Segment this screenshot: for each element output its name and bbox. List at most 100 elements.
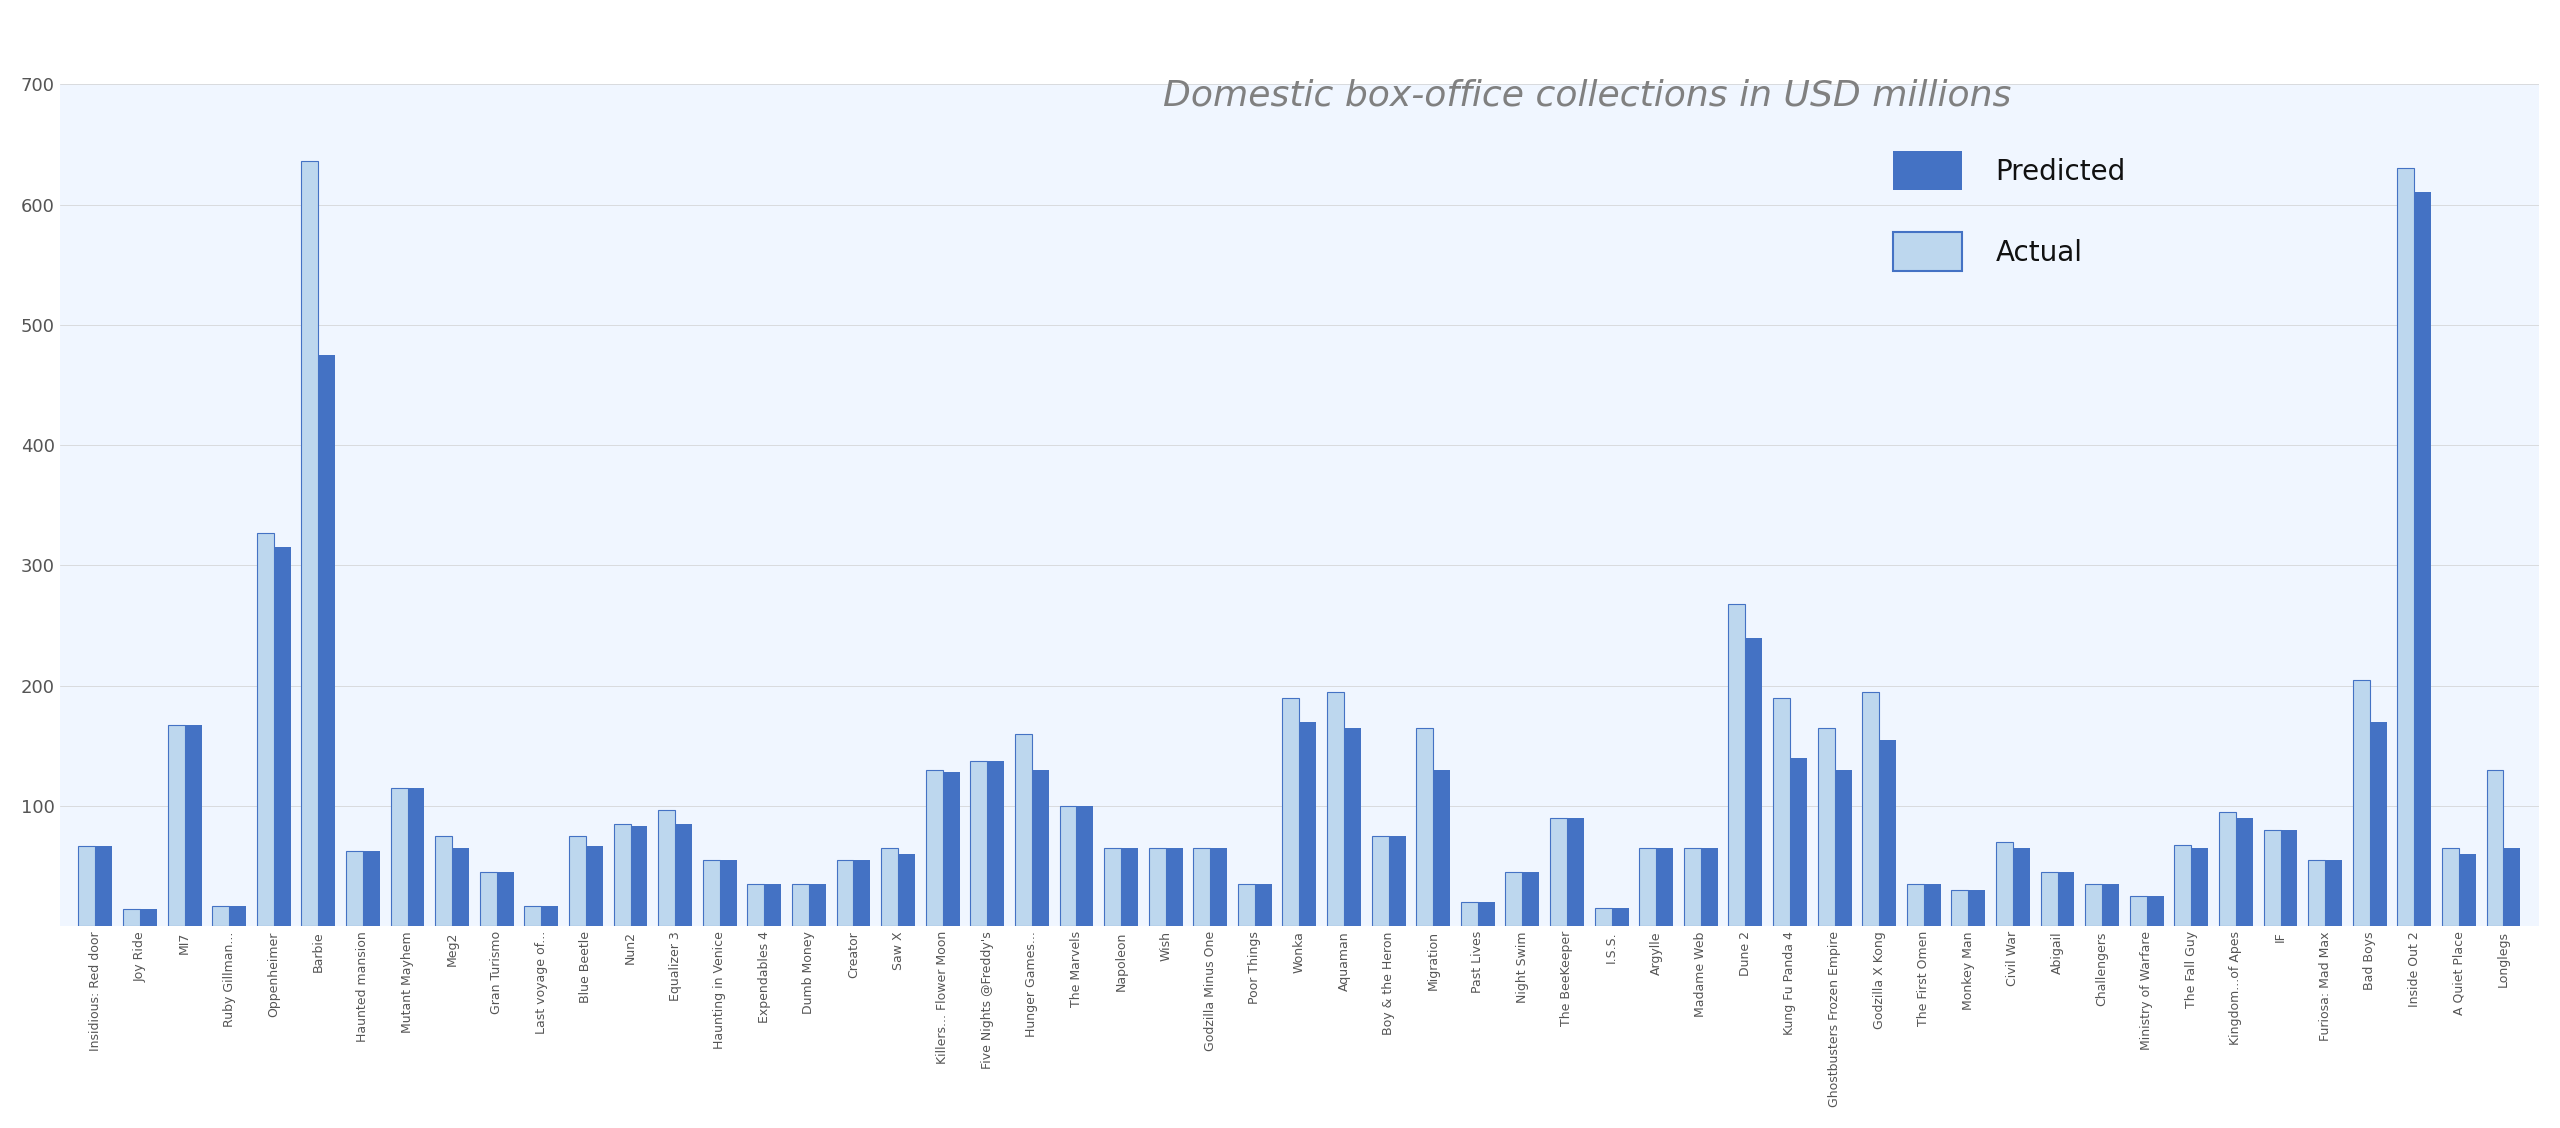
Bar <box>1283 698 1300 926</box>
Bar <box>1595 908 1613 926</box>
Bar <box>1239 884 1254 926</box>
Bar <box>2309 861 2324 926</box>
Bar <box>2414 193 2432 926</box>
Bar <box>942 773 960 926</box>
Bar <box>2235 818 2253 926</box>
Bar <box>1923 884 1940 926</box>
Bar <box>658 810 676 926</box>
Bar <box>1879 740 1897 926</box>
Bar <box>2220 812 2235 926</box>
Bar <box>2263 830 2281 926</box>
Bar <box>1997 843 2012 926</box>
Bar <box>1060 807 1075 926</box>
Bar <box>1477 902 1495 926</box>
Bar <box>1103 848 1121 926</box>
Bar <box>1326 691 1344 926</box>
Bar <box>123 909 141 926</box>
Bar <box>302 161 317 926</box>
Bar <box>630 827 648 926</box>
Bar <box>274 547 292 926</box>
Bar <box>525 906 540 926</box>
Bar <box>392 788 407 926</box>
Bar <box>79 846 95 926</box>
Bar <box>988 761 1004 926</box>
Bar <box>1075 807 1093 926</box>
Bar <box>1789 758 1807 926</box>
Bar <box>1728 603 1746 926</box>
Bar <box>230 906 246 926</box>
Bar <box>1656 848 1674 926</box>
Bar <box>852 861 870 926</box>
Bar <box>479 872 497 926</box>
Bar <box>1032 770 1050 926</box>
Bar <box>346 851 364 926</box>
Bar <box>184 725 202 926</box>
Bar <box>719 861 737 926</box>
Bar <box>1549 818 1567 926</box>
Bar <box>1700 848 1718 926</box>
Bar <box>809 884 827 926</box>
Bar <box>837 861 852 926</box>
Bar <box>2040 872 2058 926</box>
Bar <box>2442 848 2460 926</box>
Bar <box>317 355 335 926</box>
Bar <box>1388 836 1405 926</box>
Bar <box>899 854 914 926</box>
Bar <box>1818 728 1836 926</box>
Bar <box>1836 770 1851 926</box>
Bar <box>2353 680 2371 926</box>
Bar <box>1149 848 1165 926</box>
Bar <box>435 836 453 926</box>
Bar <box>2086 884 2102 926</box>
Bar <box>2148 897 2163 926</box>
Bar <box>1121 848 1139 926</box>
Bar <box>1254 884 1272 926</box>
Bar <box>1193 848 1211 926</box>
Bar <box>1211 848 1226 926</box>
Bar <box>1462 902 1477 926</box>
Bar <box>1774 698 1789 926</box>
Bar <box>256 532 274 926</box>
Bar <box>2012 848 2030 926</box>
Bar <box>141 909 156 926</box>
Bar <box>2191 848 2209 926</box>
Bar <box>881 848 899 926</box>
Bar <box>1372 836 1388 926</box>
Bar <box>2102 884 2120 926</box>
Bar <box>95 846 113 926</box>
Bar <box>765 884 781 926</box>
Bar <box>2460 854 2476 926</box>
Bar <box>614 825 630 926</box>
Bar <box>1746 637 1761 926</box>
Bar <box>791 884 809 926</box>
Bar <box>453 848 468 926</box>
Bar <box>748 884 765 926</box>
Bar <box>2486 770 2504 926</box>
Bar <box>2504 848 2522 926</box>
Bar <box>1951 890 1969 926</box>
Bar <box>166 725 184 926</box>
Bar <box>497 872 515 926</box>
Bar <box>1300 722 1316 926</box>
Bar <box>2371 722 2386 926</box>
Bar <box>2281 830 2296 926</box>
Bar <box>704 861 719 926</box>
Bar <box>1165 848 1183 926</box>
Text: Domestic box-office collections in USD millions: Domestic box-office collections in USD m… <box>1162 79 2012 113</box>
Bar <box>927 770 942 926</box>
Bar <box>2058 872 2074 926</box>
Bar <box>1684 848 1700 926</box>
Bar <box>1638 848 1656 926</box>
Bar <box>1505 872 1523 926</box>
Bar <box>1523 872 1539 926</box>
Legend: Predicted, Actual: Predicted, Actual <box>1864 123 2153 299</box>
Bar <box>2130 897 2148 926</box>
Bar <box>568 836 586 926</box>
Bar <box>1416 728 1434 926</box>
Bar <box>407 788 425 926</box>
Bar <box>1969 890 1987 926</box>
Bar <box>1344 728 1362 926</box>
Bar <box>1907 884 1923 926</box>
Bar <box>1567 818 1585 926</box>
Bar <box>2173 845 2191 926</box>
